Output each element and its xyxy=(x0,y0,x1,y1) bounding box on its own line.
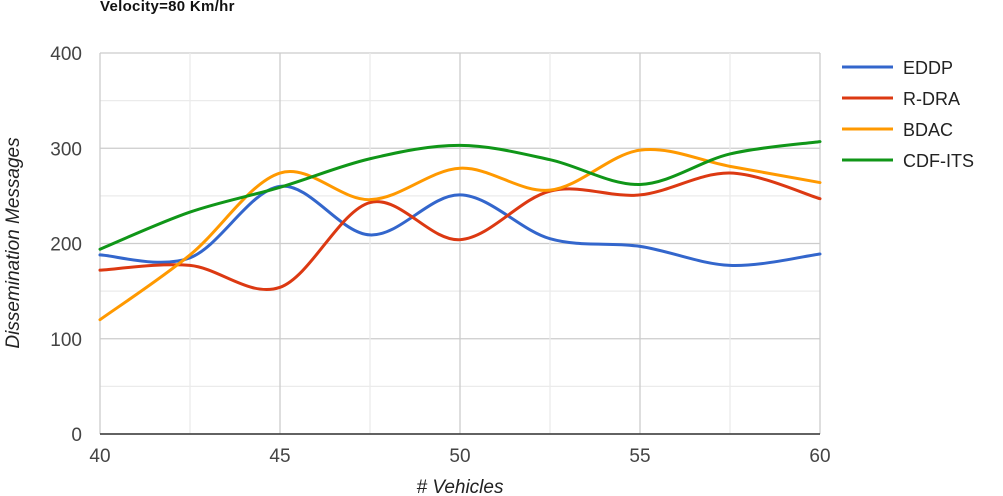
legend-label: EDDP xyxy=(903,58,953,78)
y-axis-label: Dissemination Messages xyxy=(3,137,24,349)
y-tick-label: 100 xyxy=(50,330,82,351)
x-tick-label: 40 xyxy=(89,446,110,467)
legend-item-bdac[interactable]: BDAC xyxy=(842,120,953,140)
y-axis-ticks: 0 100 200 300 400 xyxy=(50,44,82,446)
gridlines xyxy=(99,52,821,435)
x-tick-label: 60 xyxy=(809,446,830,467)
legend: EDDP R-DRA BDAC CDF-ITS xyxy=(842,58,974,171)
x-tick-label: 45 xyxy=(269,446,290,467)
series-line-bdac xyxy=(98,147,822,322)
x-tick-label: 55 xyxy=(629,446,650,467)
legend-item-eddp[interactable]: EDDP xyxy=(842,58,953,78)
y-tick-label: 200 xyxy=(50,235,82,256)
x-tick-label: 50 xyxy=(449,446,470,467)
series-line-eddp xyxy=(98,184,822,267)
y-tick-label: 0 xyxy=(71,425,82,446)
legend-item-cdf-its[interactable]: CDF-ITS xyxy=(842,151,974,171)
legend-item-r-dra[interactable]: R-DRA xyxy=(842,89,960,109)
legend-label: R-DRA xyxy=(903,89,960,109)
legend-label: BDAC xyxy=(903,120,953,140)
series-lines xyxy=(98,140,822,322)
legend-label: CDF-ITS xyxy=(903,151,974,171)
chart-title: Velocity=80 Km/hr xyxy=(100,0,235,15)
y-tick-label: 400 xyxy=(50,44,82,65)
y-tick-label: 300 xyxy=(50,139,82,160)
x-axis-ticks: 40 45 50 55 60 xyxy=(89,446,830,467)
series-line-cdf-its xyxy=(98,140,822,251)
x-axis-label: # Vehicles xyxy=(417,477,504,496)
series-line-r-dra xyxy=(98,171,822,291)
